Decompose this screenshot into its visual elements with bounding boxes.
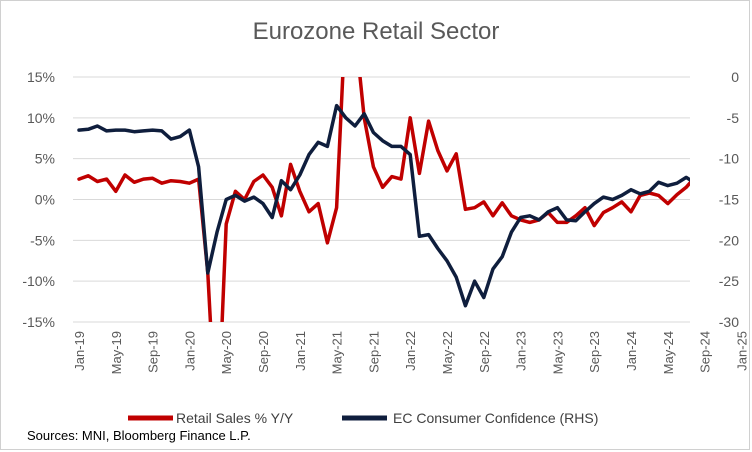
legend: Retail Sales % Y/Y EC Consumer Confidenc…	[128, 410, 598, 426]
x-tick-label: Jan-22	[403, 331, 418, 371]
right-tick-label: -30	[719, 314, 739, 330]
x-tick-label: May-21	[330, 331, 345, 374]
x-tick-label: Jan-20	[182, 331, 197, 371]
gridlines	[73, 76, 690, 323]
x-tick-label: May-24	[661, 331, 676, 374]
left-tick-label: 0%	[35, 192, 55, 208]
x-tick-label: May-23	[550, 331, 565, 374]
right-tick-label: -25	[719, 273, 739, 289]
x-tick-label: Sep-22	[477, 331, 492, 373]
series-line-consumer-confidence	[77, 103, 690, 308]
legend-label-retail-sales: Retail Sales % Y/Y	[176, 410, 294, 426]
x-tick-label: Sep-20	[256, 331, 271, 373]
x-tick-label: May-19	[109, 331, 124, 374]
x-tick-label: Sep-21	[366, 331, 381, 373]
x-tick-label: Sep-24	[698, 331, 713, 373]
source-note: Sources: MNI, Bloomberg Finance L.P.	[27, 428, 251, 443]
left-tick-label: -10%	[22, 273, 55, 289]
right-tick-label: -20	[719, 232, 739, 248]
x-tick-label: Jan-23	[514, 331, 529, 371]
x-tick-label: May-22	[440, 331, 455, 374]
x-tick-label: Jan-19	[72, 331, 87, 371]
x-axis-ticks: Jan-19 May-19 Sep-19 Jan-20 May-20 Sep-20 Jan-…	[72, 331, 749, 374]
chart-title: Eurozone Retail Sector	[252, 18, 500, 45]
right-tick-label: -5	[727, 110, 740, 126]
x-tick-label: Sep-19	[146, 331, 161, 373]
left-tick-label: 10%	[27, 110, 55, 126]
left-tick-label: -15%	[22, 314, 55, 330]
x-tick-label: Jan-24	[624, 331, 639, 371]
left-tick-label: 15%	[27, 69, 55, 85]
right-tick-label: -10	[719, 151, 739, 167]
x-tick-label: Jan-25	[734, 331, 749, 371]
right-tick-label: -15	[719, 192, 739, 208]
x-tick-label: Jan-21	[293, 331, 308, 371]
right-tick-label: 0	[731, 69, 739, 85]
legend-label-consumer-confidence: EC Consumer Confidence (RHS)	[393, 410, 598, 426]
left-axis-ticks: 15% 10% 5% 0% -5% -10% -15%	[22, 69, 55, 330]
right-axis-ticks: 0 -5 -10 -15 -20 -25 -30	[719, 69, 739, 330]
x-tick-label: May-20	[219, 331, 234, 374]
left-tick-label: 5%	[35, 151, 55, 167]
left-tick-label: -5%	[30, 232, 55, 248]
series-layer	[77, 77, 690, 322]
x-tick-label: Sep-23	[587, 331, 602, 373]
